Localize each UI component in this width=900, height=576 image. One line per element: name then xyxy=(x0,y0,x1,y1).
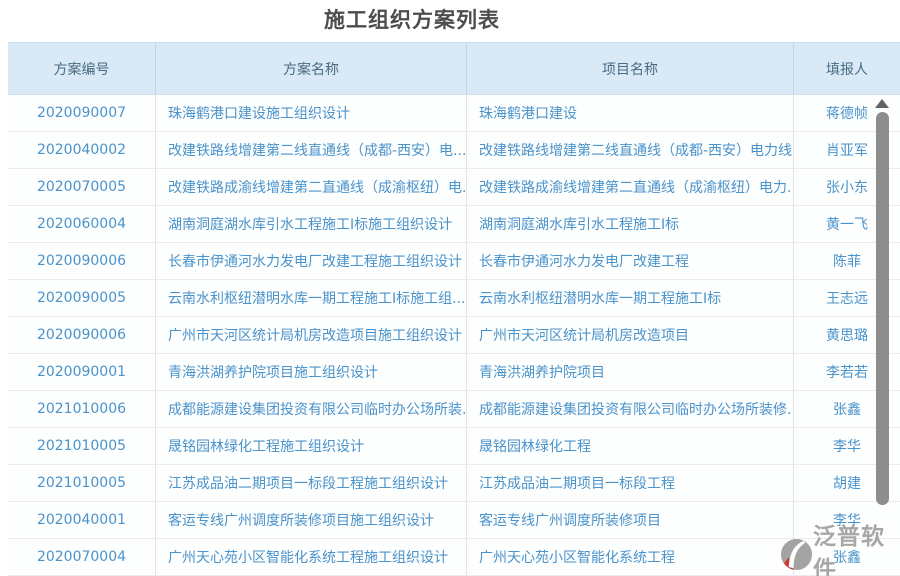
cell-plan-no: 2020040002 xyxy=(36,142,127,158)
table-row[interactable]: 2021010006 成都能源建设集团投资有限公司临时办公场所装... 成都能源… xyxy=(8,391,900,428)
table-row[interactable]: 2020040002 改建铁路线增建第二线直通线（成都-西安）电... 改建铁路… xyxy=(8,132,900,169)
cell-reporter: 胡建 xyxy=(793,465,900,501)
cell-project-name: 广州市天河区统计局机房改造项目 xyxy=(466,317,793,353)
cell-plan-name[interactable]: 广州天心苑小区智能化系统工程施工组织设计 xyxy=(155,539,466,575)
cell-reporter: 张鑫 xyxy=(793,391,900,427)
table-row[interactable]: 2020090005 云南水利枢纽潜明水库一期工程施工I标施工组... 云南水利… xyxy=(8,280,900,317)
table-row[interactable]: 2020090006 广州市天河区统计局机房改造项目施工组织设计 广州市天河区统… xyxy=(8,317,900,354)
cell-reporter: 张小东 xyxy=(793,169,900,205)
cell-project-name: 客运专线广州调度所装修项目 xyxy=(466,502,793,538)
cell-plan-no: 2020090001 xyxy=(36,364,127,380)
column-header-project-name: 项目名称 xyxy=(466,43,793,94)
vertical-scrollbar-thumb[interactable] xyxy=(876,112,889,505)
cell-plan-name[interactable]: 珠海鹤港口建设施工组织设计 xyxy=(155,95,466,131)
cell-project-name: 云南水利枢纽潜明水库一期工程施工I标 xyxy=(466,280,793,316)
cell-plan-name[interactable]: 改建铁路线增建第二线直通线（成都-西安）电... xyxy=(155,132,466,168)
table-row[interactable]: 2020070004 广州天心苑小区智能化系统工程施工组织设计 广州天心苑小区智… xyxy=(8,539,900,576)
cell-plan-name[interactable]: 晟铭园林绿化工程施工组织设计 xyxy=(155,428,466,464)
cell-plan-no: 2021010005 xyxy=(36,475,127,491)
cell-plan-no: 2020070004 xyxy=(36,549,127,565)
table-body: 2020090007 珠海鹤港口建设施工组织设计 珠海鹤港口建设 蒋德帧 202… xyxy=(8,95,900,576)
table-row[interactable]: 2020060004 湖南洞庭湖水库引水工程施工I标施工组织设计 湖南洞庭湖水库… xyxy=(8,206,900,243)
cell-reporter: 蒋德帧 xyxy=(793,95,900,131)
scroll-up-arrow[interactable] xyxy=(875,99,889,108)
cell-plan-name[interactable]: 青海洪湖养护院项目施工组织设计 xyxy=(155,354,466,390)
column-header-plan-name: 方案名称 xyxy=(155,43,466,94)
cell-reporter: 陈菲 xyxy=(793,243,900,279)
cell-reporter: 李若若 xyxy=(793,354,900,390)
cell-project-name: 晟铭园林绿化工程 xyxy=(466,428,793,464)
cell-plan-name[interactable]: 广州市天河区统计局机房改造项目施工组织设计 xyxy=(155,317,466,353)
cell-project-name: 长春市伊通河水力发电厂改建工程 xyxy=(466,243,793,279)
table-row[interactable]: 2020040001 客运专线广州调度所装修项目施工组织设计 客运专线广州调度所… xyxy=(8,502,900,539)
cell-project-name: 改建铁路线增建第二线直通线（成都-西安）电力线... xyxy=(466,132,793,168)
table-row[interactable]: 2020090007 珠海鹤港口建设施工组织设计 珠海鹤港口建设 蒋德帧 xyxy=(8,95,900,132)
cell-project-name: 青海洪湖养护院项目 xyxy=(466,354,793,390)
page-title: 施工组织方案列表 xyxy=(324,8,500,32)
cell-plan-no: 2020040001 xyxy=(36,512,127,528)
cell-plan-name[interactable]: 湖南洞庭湖水库引水工程施工I标施工组织设计 xyxy=(155,206,466,242)
cell-plan-name[interactable]: 客运专线广州调度所装修项目施工组织设计 xyxy=(155,502,466,538)
cell-plan-name[interactable]: 长春市伊通河水力发电厂改建工程施工组织设计 xyxy=(155,243,466,279)
cell-plan-no: 2020090005 xyxy=(36,290,127,306)
cell-project-name: 江苏成品油二期项目一标段工程 xyxy=(466,465,793,501)
cell-plan-no: 2020090007 xyxy=(36,105,127,121)
table-row[interactable]: 2020090006 长春市伊通河水力发电厂改建工程施工组织设计 长春市伊通河水… xyxy=(8,243,900,280)
column-header-plan-no: 方案编号 xyxy=(53,61,110,78)
cell-project-name: 广州天心苑小区智能化系统工程 xyxy=(466,539,793,575)
column-header-reporter: 填报人 xyxy=(793,43,900,94)
cell-reporter: 张鑫 xyxy=(793,539,900,575)
table-row[interactable]: 2020070005 改建铁路成渝线增建第二直通线（成渝枢纽）电... 改建铁路… xyxy=(8,169,900,206)
cell-plan-name[interactable]: 成都能源建设集团投资有限公司临时办公场所装... xyxy=(155,391,466,427)
plan-list-table: 方案编号 方案名称 项目名称 填报人 2020090007 珠海鹤港口建设施工组… xyxy=(8,42,900,576)
cell-project-name: 改建铁路成渝线增建第二直通线（成渝枢纽）电力... xyxy=(466,169,793,205)
cell-project-name: 成都能源建设集团投资有限公司临时办公场所装修... xyxy=(466,391,793,427)
table-header-row: 方案编号 方案名称 项目名称 填报人 xyxy=(8,42,900,95)
cell-reporter: 黄思璐 xyxy=(793,317,900,353)
cell-plan-no: 2020090006 xyxy=(36,327,127,343)
cell-plan-name[interactable]: 云南水利枢纽潜明水库一期工程施工I标施工组... xyxy=(155,280,466,316)
cell-project-name: 湖南洞庭湖水库引水工程施工I标 xyxy=(466,206,793,242)
cell-reporter: 李华 xyxy=(793,428,900,464)
cell-plan-no: 2021010005 xyxy=(36,438,127,454)
cell-reporter: 肖亚军 xyxy=(793,132,900,168)
cell-reporter: 黄一飞 xyxy=(793,206,900,242)
cell-plan-name[interactable]: 江苏成品油二期项目一标段工程施工组织设计 xyxy=(155,465,466,501)
table-row[interactable]: 2021010005 江苏成品油二期项目一标段工程施工组织设计 江苏成品油二期项… xyxy=(8,465,900,502)
cell-reporter: 李华 xyxy=(793,502,900,538)
cell-plan-no: 2020090006 xyxy=(36,253,127,269)
cell-project-name: 珠海鹤港口建设 xyxy=(466,95,793,131)
table-row[interactable]: 2021010005 晟铭园林绿化工程施工组织设计 晟铭园林绿化工程 李华 xyxy=(8,428,900,465)
cell-plan-no: 2020060004 xyxy=(36,216,127,232)
table-row[interactable]: 2020090001 青海洪湖养护院项目施工组织设计 青海洪湖养护院项目 李若若 xyxy=(8,354,900,391)
cell-plan-name[interactable]: 改建铁路成渝线增建第二直通线（成渝枢纽）电... xyxy=(155,169,466,205)
cell-plan-no: 2021010006 xyxy=(36,401,127,417)
cell-reporter: 王志远 xyxy=(793,280,900,316)
cell-plan-no: 2020070005 xyxy=(36,179,127,195)
